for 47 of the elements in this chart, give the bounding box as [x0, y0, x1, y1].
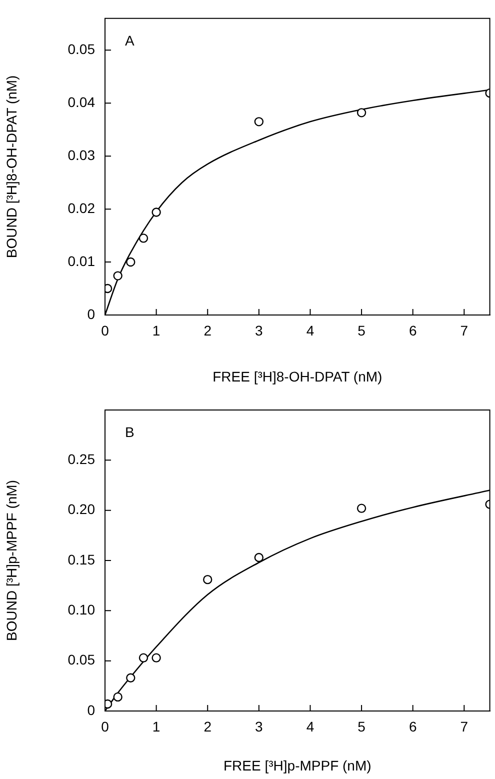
x-tick-label: 6	[408, 322, 417, 338]
point	[113, 692, 122, 702]
y-tick-label: 0	[87, 702, 96, 718]
y-tick-label: 0.05	[68, 41, 96, 58]
point	[152, 208, 161, 217]
point	[254, 552, 264, 562]
point	[356, 108, 366, 118]
y-tick-label: 0.10	[68, 602, 96, 618]
y-tick-label: 0.02	[68, 200, 96, 216]
x-tick-label: 4	[306, 718, 314, 734]
x-tick-label: 7	[460, 322, 468, 338]
y-tick-label: 0.15	[68, 551, 96, 568]
y-tick-label: 0.04	[68, 94, 96, 110]
point	[138, 234, 148, 243]
point	[126, 257, 136, 267]
x-tick-label: 6	[408, 718, 417, 734]
x-tick-label: 0	[101, 718, 110, 734]
point	[126, 673, 136, 682]
x-tick-label: 2	[204, 322, 212, 338]
point	[152, 653, 161, 662]
annotation: A	[125, 32, 135, 48]
x-tick-label: 5	[358, 718, 366, 734]
point	[254, 117, 264, 126]
x-tick-label: 2	[204, 718, 212, 734]
y-tick-label: 0.01	[68, 252, 96, 269]
x-tick-label: 1	[152, 322, 160, 338]
y-tick-label: 0.20	[68, 501, 96, 518]
x-tick-label: 3	[255, 718, 264, 734]
x-tick-label: 5	[358, 322, 366, 338]
y-tick-label: 0.03	[68, 146, 96, 163]
x-tick-label: 1	[152, 718, 160, 734]
y-tick-label: 0	[87, 306, 96, 322]
x-axis-title: FREE [³H]8-OH-DPAT (nM)	[212, 368, 382, 384]
x-tick-label: 7	[460, 718, 468, 734]
x-axis-title: FREE [³H]p-MPPF (nM)	[224, 757, 372, 774]
y-tick-label: 0.05	[68, 652, 96, 668]
y-axis-title: BOUND [³H]p-MPPF (nM)	[3, 480, 20, 641]
annotation: B	[125, 424, 134, 440]
point	[356, 504, 366, 513]
x-tick-label: 0	[101, 322, 110, 338]
point	[138, 653, 148, 662]
point	[203, 574, 212, 584]
y-axis-title: BOUND [³H]8-OH-DPAT (nM)	[3, 75, 20, 258]
y-tick-label: 0.25	[68, 451, 96, 468]
point	[113, 271, 122, 280]
x-tick-label: 4	[306, 322, 314, 338]
x-tick-label: 3	[255, 322, 264, 338]
